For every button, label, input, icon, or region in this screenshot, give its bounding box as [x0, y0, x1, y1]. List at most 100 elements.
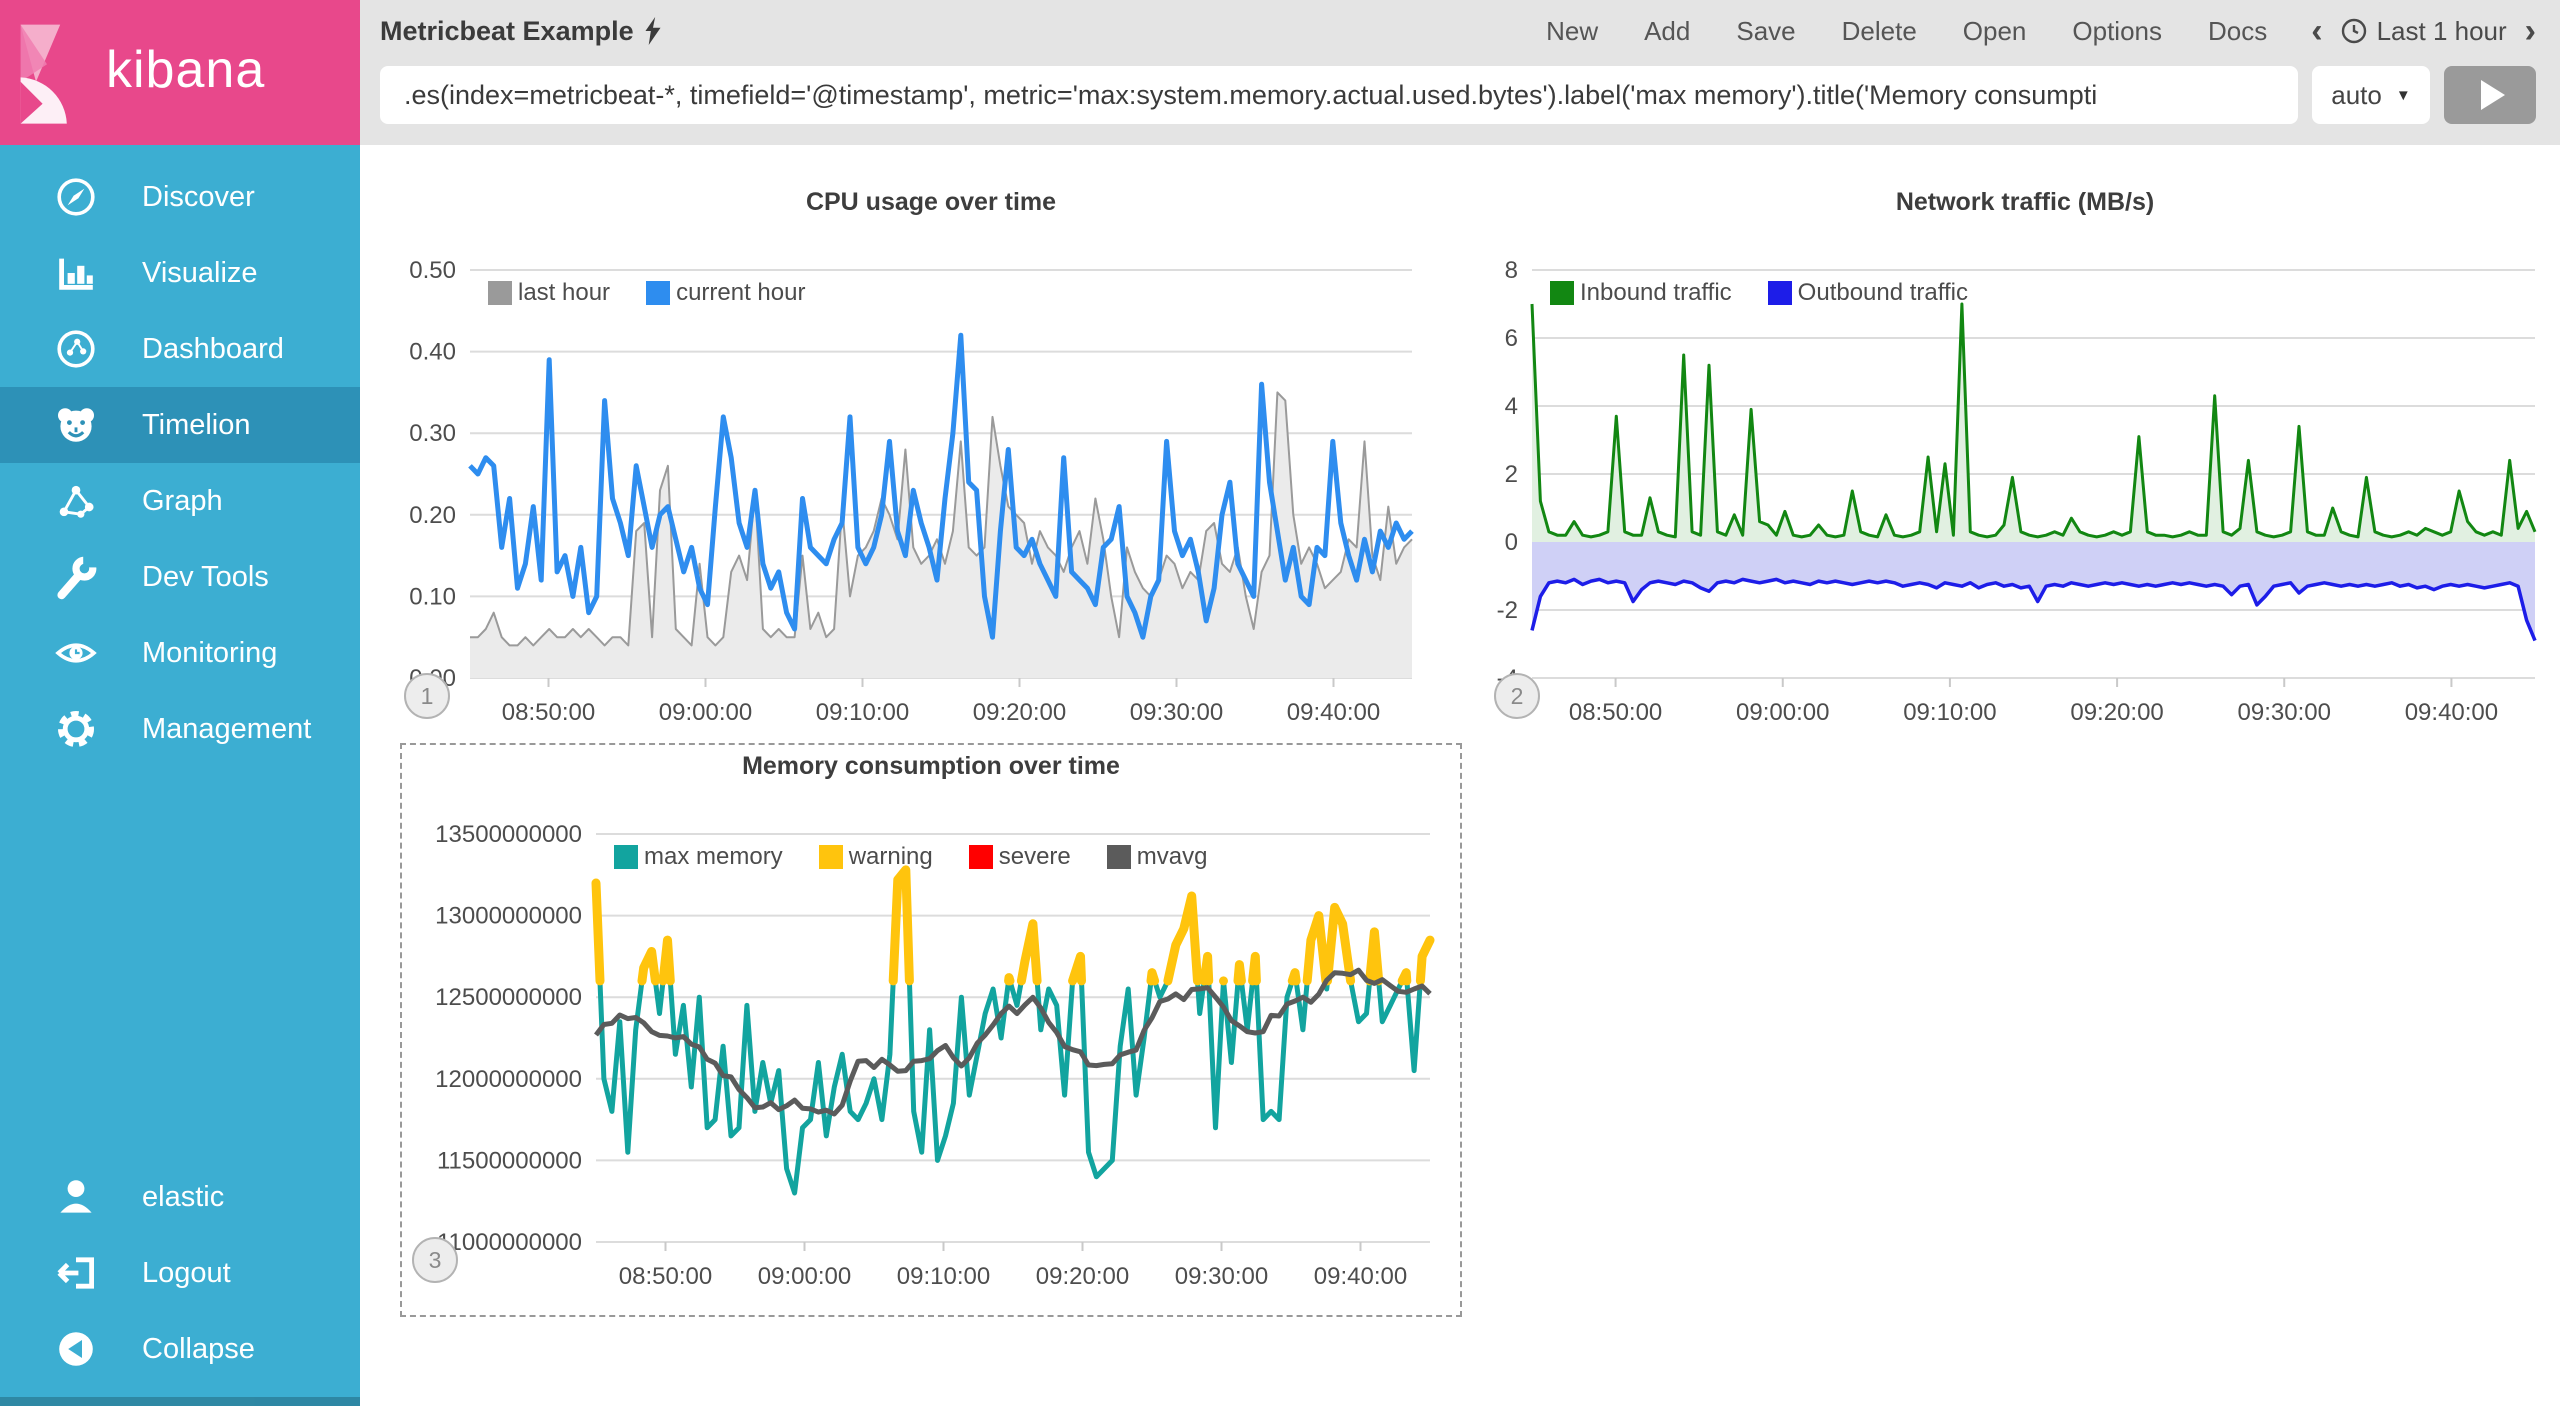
sidebar-item-label: Dev Tools	[142, 560, 269, 593]
mvavg-series[interactable]	[594, 967, 1432, 1117]
legend-item[interactable]: max memory	[614, 843, 783, 871]
x-tick-label: 09:00:00	[659, 699, 752, 726]
sidebar-item-label: Visualize	[142, 256, 258, 289]
sidebar-item-label: Discover	[142, 180, 255, 213]
y-tick-label: 4	[1505, 393, 1518, 420]
last hour-area	[470, 392, 1412, 678]
x-tick-label: 09:00:00	[758, 1263, 851, 1290]
sidebar-item-label: Logout	[142, 1256, 231, 1289]
menu-item-options[interactable]: Options	[2072, 15, 2162, 46]
sidebar-item-label: Monitoring	[142, 636, 278, 669]
menu-item-save[interactable]: Save	[1736, 15, 1796, 46]
top-menu: New Add Save Delete Open Options Docs	[1546, 16, 2267, 47]
sidebar-item-collapse[interactable]: Collapse	[0, 1311, 360, 1387]
eye-icon	[55, 643, 97, 663]
sidebar-item-dev-tools[interactable]: Dev Tools	[0, 539, 360, 615]
interval-select[interactable]: auto ▼	[2312, 66, 2430, 124]
chart-title: Memory consumption over time	[742, 752, 1120, 780]
clock-icon	[2341, 18, 2366, 44]
sidebar-item-dashboard[interactable]: Dashboard	[0, 311, 360, 387]
legend-item[interactable]: last hour	[488, 279, 610, 307]
sidebar-item-monitoring[interactable]: Monitoring	[0, 615, 360, 691]
panel-memory-selected[interactable]: Memory consumption over time 13500000000…	[400, 743, 1462, 1317]
x-tick-label: 09:20:00	[973, 699, 1066, 726]
time-picker: ‹ Last 1 hour ›	[2311, 14, 2536, 48]
menu-item-new[interactable]: New	[1546, 15, 1599, 46]
panel-badge: 1	[404, 673, 450, 719]
caret-down-icon: ▼	[2395, 86, 2411, 104]
compass-icon	[57, 178, 95, 216]
menu-item-docs[interactable]: Docs	[2208, 15, 2268, 46]
legend-item[interactable]: mvavg	[1106, 843, 1208, 871]
legend-item[interactable]: severe	[968, 843, 1071, 871]
gear-icon	[58, 711, 94, 747]
Inbound traffic-series[interactable]	[1530, 302, 2537, 539]
menu-item-open[interactable]: Open	[1962, 15, 2027, 46]
legend-item[interactable]: warning	[818, 843, 933, 871]
legend-item[interactable]: current hour	[646, 279, 805, 307]
x-tick-label: 08:50:00	[619, 1263, 712, 1290]
x-tick-label: 09:40:00	[2405, 699, 2498, 726]
cpu-legend: last hour current hour	[488, 279, 805, 307]
legend-label: Inbound traffic	[1580, 279, 1732, 306]
run-button[interactable]	[2444, 66, 2536, 124]
timelion-query-input[interactable]	[380, 66, 2298, 124]
panel-cpu[interactable]: CPU usage over time 0.50 0.40 0.30 0.20 0.10…	[400, 185, 1462, 743]
legend-label: last hour	[518, 279, 611, 306]
timelion-lion-icon	[58, 408, 94, 442]
y-tick-label: 11000000000	[437, 1229, 582, 1256]
sidebar-item-discover[interactable]: Discover	[0, 159, 360, 235]
sidebar-item-graph[interactable]: Graph	[0, 463, 360, 539]
x-tick-label: 09:20:00	[2070, 699, 2163, 726]
lightning-icon	[645, 17, 661, 45]
sidebar-item-management[interactable]: Management	[0, 691, 360, 767]
cpu-chart[interactable]: 0.500.400.300.200.100.0008:50:0009:00:00…	[400, 223, 1462, 738]
legend-label: severe	[998, 843, 1071, 870]
time-range-button[interactable]: Last 1 hour	[2341, 16, 2507, 47]
panel-network[interactable]: Network traffic (MB/s) 86420-2-408:50:00…	[1490, 185, 2560, 743]
graph-icon	[59, 485, 94, 518]
x-tick-label: 09:30:00	[2238, 699, 2331, 726]
max memory-series[interactable]	[593, 867, 1433, 1196]
x-tick-label: 08:50:00	[502, 699, 595, 726]
x-tick-label: 09:10:00	[1903, 699, 1996, 726]
menu-item-add[interactable]: Add	[1644, 15, 1691, 46]
Outbound traffic-series[interactable]	[1530, 577, 2537, 642]
panel-badge: 3	[412, 1237, 458, 1283]
sidebar-item-label: Collapse	[142, 1332, 255, 1365]
sidebar-item-label: Dashboard	[142, 332, 284, 365]
legend-item[interactable]: Inbound traffic	[1550, 279, 1732, 307]
interval-value: auto	[2331, 79, 2382, 110]
sidebar-item-label: Management	[142, 712, 312, 745]
legend-swatch	[614, 845, 638, 869]
x-tick-label: 09:10:00	[897, 1263, 990, 1290]
legend-item[interactable]: Outbound traffic	[1767, 279, 1968, 307]
legend-label: current hour	[676, 279, 806, 306]
network-chart[interactable]: 86420-2-408:50:0009:00:0009:10:0009:20:0…	[1490, 223, 2560, 738]
sidebar-item-label: elastic	[142, 1180, 225, 1213]
sidebar-item-user-elastic[interactable]: elastic	[0, 1159, 360, 1235]
current hour-series[interactable]	[468, 332, 1414, 640]
warning-series[interactable]	[591, 865, 1435, 986]
panel-badge: 2	[1494, 673, 1540, 719]
network-legend: Inbound traffic Outbound traffic	[1550, 279, 1968, 307]
sidebar-item-timelion[interactable]: Timelion	[0, 387, 360, 463]
Inbound traffic-area	[1532, 304, 2535, 542]
sidebar-item-visualize[interactable]: Visualize	[0, 235, 360, 311]
menu-item-delete[interactable]: Delete	[1841, 15, 1917, 46]
time-back-icon[interactable]: ‹	[2311, 12, 2323, 50]
x-tick-label: 09:40:00	[1314, 1263, 1407, 1290]
y-tick-label: 11500000000	[437, 1147, 582, 1174]
legend-label: mvavg	[1136, 843, 1208, 870]
kibana-logo[interactable]: kibana	[0, 0, 360, 145]
y-tick-label: 6	[1505, 325, 1518, 352]
x-tick-label: 08:50:00	[1569, 699, 1662, 726]
collapse-icon	[59, 1332, 93, 1366]
legend-swatch	[1767, 281, 1792, 305]
sidebar-item-label: Graph	[142, 484, 223, 517]
time-forward-icon[interactable]: ›	[2524, 12, 2536, 50]
play-icon	[2481, 80, 2505, 110]
sidebar-item-logout[interactable]: Logout	[0, 1235, 360, 1311]
memory-chart[interactable]: 13500000000 13000000000 12500000000 1200000…	[408, 787, 1452, 1302]
